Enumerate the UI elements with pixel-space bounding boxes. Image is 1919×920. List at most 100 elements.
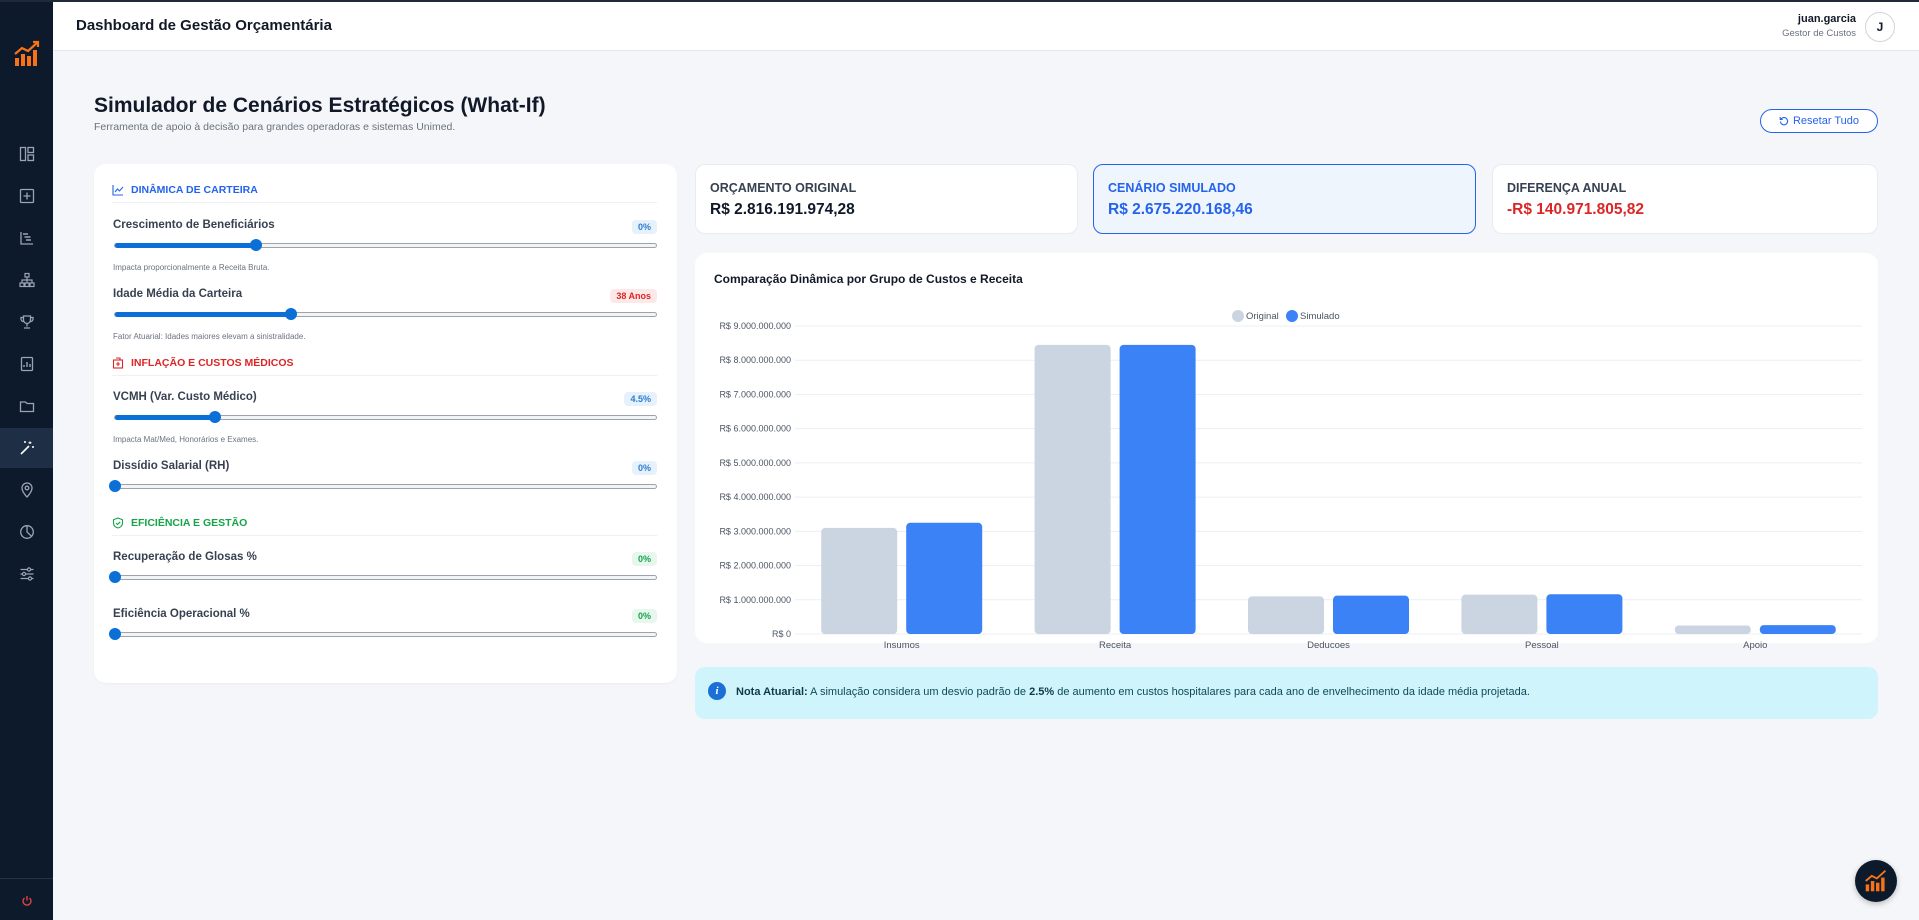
reset-label: Resetar Tudo bbox=[1792, 115, 1860, 127]
chart-card: Comparação Dinâmica por Grupo de Custos … bbox=[695, 253, 1878, 651]
nav-trophy[interactable] bbox=[0, 302, 53, 342]
sitemap-icon bbox=[18, 272, 35, 288]
section-divider bbox=[112, 375, 657, 376]
nav-hierarchy[interactable] bbox=[0, 218, 53, 258]
chart-title: Comparação Dinâmica por Grupo de Custos … bbox=[714, 272, 1023, 286]
nav-sitemap[interactable] bbox=[0, 260, 53, 300]
user-role: Gestor de Custos bbox=[1782, 28, 1856, 39]
bar-original-insumos bbox=[821, 527, 898, 634]
kpi-simulado-label: CENÁRIO SIMULADO bbox=[1108, 181, 1236, 195]
note-text: Nota Atuarial: A simulação considera um … bbox=[736, 686, 1530, 698]
bar-simulado-receita bbox=[1119, 344, 1196, 634]
top-bar: Dashboard de Gestão Orçamentária juan.ga… bbox=[53, 2, 1919, 51]
trophy-icon bbox=[19, 315, 34, 329]
vcmh-hint: Impacta Mat/Med, Honorários e Exames. bbox=[113, 435, 259, 444]
section-inflacao-title: INFLAÇÃO E CUSTOS MÉDICOS bbox=[131, 357, 294, 369]
bar-simulado-apoio bbox=[1759, 625, 1836, 634]
nav-report[interactable] bbox=[0, 344, 53, 384]
section-inflacao: INFLAÇÃO E CUSTOS MÉDICOS bbox=[112, 357, 294, 369]
chart-logo-icon[interactable] bbox=[13, 40, 41, 68]
sidebar-divider bbox=[0, 878, 53, 879]
bar-original-apoio bbox=[1674, 625, 1751, 634]
y-tick-label: R$ 3.000.000.000 bbox=[719, 526, 791, 536]
kpi-diferenca-label: DIFERENÇA ANUAL bbox=[1507, 181, 1627, 195]
legend-swatch-simulado bbox=[1286, 310, 1298, 322]
reset-icon bbox=[1779, 117, 1789, 126]
kpi-diferenca-value: -R$ 140.971.805,82 bbox=[1507, 201, 1645, 218]
note-highlight: 2.5% bbox=[1029, 686, 1055, 698]
user-info: juan.garcia Gestor de Custos bbox=[1782, 13, 1856, 39]
chart-logo-icon bbox=[1865, 870, 1887, 892]
nav-folder[interactable] bbox=[0, 386, 53, 426]
age-label: Idade Média da Carteira bbox=[113, 288, 243, 300]
slider-thumb[interactable] bbox=[109, 571, 121, 583]
power-icon bbox=[21, 896, 32, 906]
bar-original-pessoal bbox=[1461, 594, 1538, 634]
hospital-icon bbox=[112, 357, 124, 369]
nav-add[interactable] bbox=[0, 176, 53, 216]
slider-thumb[interactable] bbox=[284, 308, 297, 320]
age-slider[interactable] bbox=[114, 308, 657, 320]
floating-assistant-button[interactable] bbox=[1855, 860, 1897, 902]
kpi-simulado: CENÁRIO SIMULADO R$ 2.675.220.168,46 bbox=[1093, 164, 1476, 234]
kpi-original-value: R$ 2.816.191.974,28 bbox=[710, 201, 855, 218]
operacional-badge: 0% bbox=[631, 609, 657, 623]
age-badge: 38 Anos bbox=[610, 289, 657, 303]
report-icon bbox=[20, 356, 33, 372]
kpi-original: ORÇAMENTO ORIGINAL R$ 2.816.191.974,28 bbox=[695, 164, 1078, 234]
vcmh-badge: 4.5% bbox=[624, 392, 657, 406]
vcmh-slider[interactable] bbox=[114, 411, 657, 423]
slider-thumb[interactable] bbox=[109, 480, 121, 492]
nav-settings[interactable] bbox=[0, 554, 53, 594]
actuarial-note: i Nota Atuarial: A simulação considera u… bbox=[695, 667, 1878, 719]
section-carteira-title: DINÂMICA DE CARTEIRA bbox=[131, 184, 258, 196]
logout-button[interactable] bbox=[0, 890, 53, 912]
glosas-label: Recuperação de Glosas % bbox=[113, 551, 257, 563]
shield-check-icon bbox=[112, 517, 124, 529]
folder-icon bbox=[19, 401, 34, 413]
operacional-label: Eficiência Operacional % bbox=[113, 608, 250, 620]
info-icon: i bbox=[708, 682, 726, 700]
section-divider bbox=[112, 535, 657, 536]
nav-pie[interactable] bbox=[0, 512, 53, 552]
kpi-original-label: ORÇAMENTO ORIGINAL bbox=[710, 181, 857, 195]
slider-thumb[interactable] bbox=[109, 628, 121, 640]
dissidio-slider[interactable] bbox=[109, 480, 657, 492]
page-subtitle: Ferramenta de apoio à decisão para grand… bbox=[94, 121, 456, 133]
y-tick-label: R$ 2.000.000.000 bbox=[719, 561, 791, 571]
plus-square-icon bbox=[19, 188, 34, 204]
x-tick-label: Receita bbox=[1099, 640, 1132, 651]
growth-slider[interactable] bbox=[114, 239, 657, 251]
reset-all-button[interactable]: Resetar Tudo bbox=[1760, 109, 1878, 133]
age-hint: Fator Atuarial: Idades maiores elevam a … bbox=[113, 332, 306, 341]
x-tick-label: Apoio bbox=[1743, 640, 1767, 651]
note-text-after: de aumento em custos hospitalares para c… bbox=[1057, 686, 1530, 698]
section-eficiencia: EFICIÊNCIA E GESTÃO bbox=[112, 517, 247, 529]
nav-simulator[interactable] bbox=[0, 428, 53, 468]
page-title: Simulador de Cenários Estratégicos (What… bbox=[94, 94, 546, 117]
note-text-before: A simulação considera um desvio padrão d… bbox=[810, 686, 1027, 698]
y-tick-label: R$ 5.000.000.000 bbox=[719, 458, 791, 468]
slider-thumb[interactable] bbox=[209, 411, 222, 423]
sliders-icon bbox=[20, 567, 33, 581]
y-tick-label: R$ 8.000.000.000 bbox=[719, 355, 791, 365]
hierarchy-list-icon bbox=[19, 232, 33, 245]
dashboard-icon bbox=[19, 146, 34, 162]
glosas-slider[interactable] bbox=[109, 571, 657, 583]
nav-map[interactable] bbox=[0, 470, 53, 510]
user-name: juan.garcia bbox=[1797, 13, 1856, 25]
y-tick-label: R$ 0 bbox=[772, 629, 791, 639]
y-tick-label: R$ 7.000.000.000 bbox=[719, 389, 791, 399]
app-title: Dashboard de Gestão Orçamentária bbox=[76, 17, 332, 34]
kpi-diferenca: DIFERENÇA ANUAL -R$ 140.971.805,82 bbox=[1492, 164, 1878, 234]
slider-thumb[interactable] bbox=[249, 239, 262, 251]
pie-chart-icon bbox=[19, 525, 34, 539]
bar-simulado-insumos bbox=[906, 522, 983, 634]
operacional-slider[interactable] bbox=[109, 628, 657, 640]
dissidio-badge: 0% bbox=[631, 461, 657, 475]
x-tick-label: Insumos bbox=[884, 640, 920, 651]
note-title: Nota Atuarial: bbox=[736, 686, 808, 698]
bar-original-deducoes bbox=[1248, 596, 1324, 634]
nav-dashboard[interactable] bbox=[0, 134, 53, 174]
avatar[interactable]: J bbox=[1865, 12, 1895, 42]
